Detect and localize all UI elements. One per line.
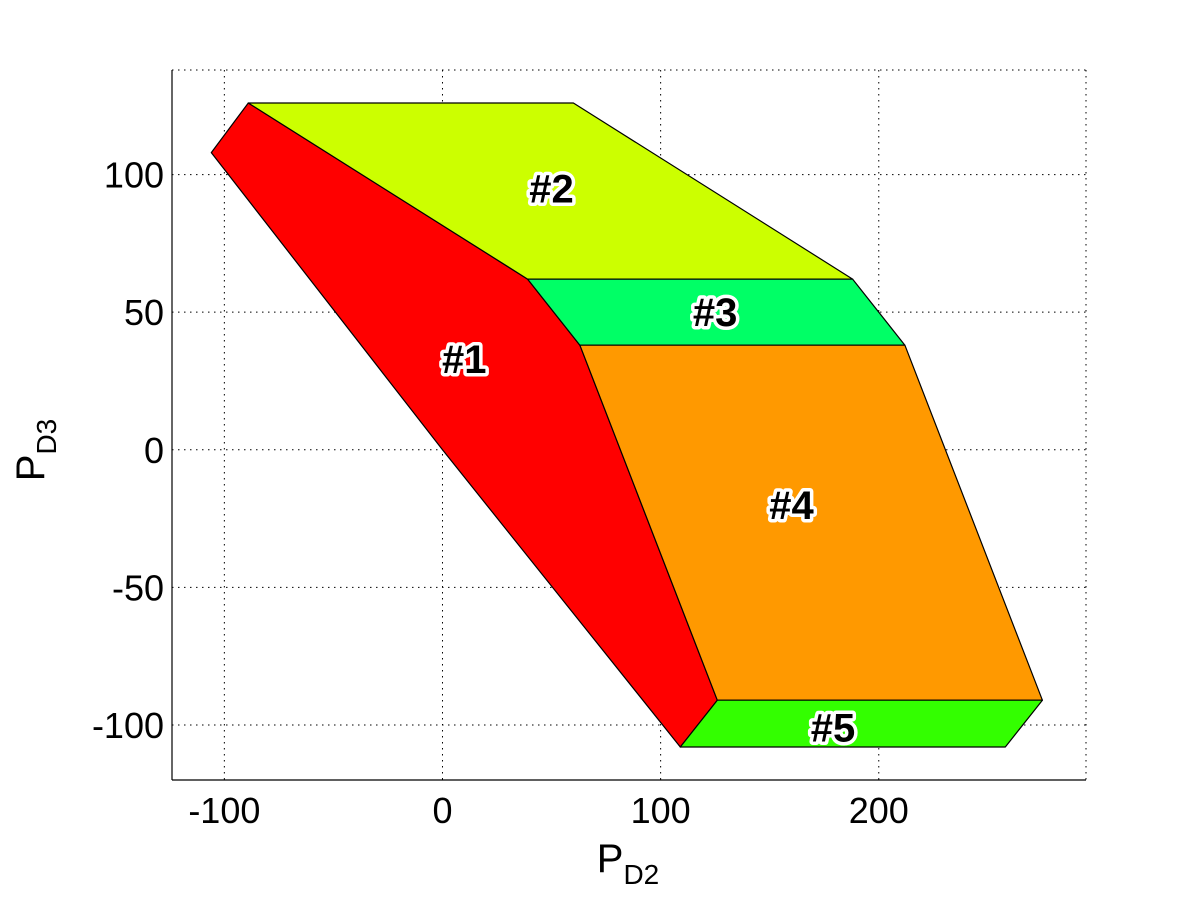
region-label-2: #2 <box>529 167 574 211</box>
y-tick-label: -50 <box>112 567 164 608</box>
region-5 <box>679 699 1044 748</box>
region-label-3: #3 <box>693 291 738 335</box>
x-axis-label: PD2 <box>597 837 659 890</box>
region-label-4: #4 <box>769 484 814 528</box>
region-labels: #1 #2 #3 #4 #5 <box>439 164 859 754</box>
region-label-5: #5 <box>811 707 856 751</box>
y-tick-label: 100 <box>104 155 164 196</box>
x-axis-label-main: P <box>597 837 624 881</box>
y-axis-label: PD3 <box>9 419 62 481</box>
y-tick-label: -100 <box>92 705 164 746</box>
regions <box>210 102 1044 748</box>
x-tick-label: 200 <box>849 790 909 831</box>
axes <box>171 70 1086 781</box>
tick-labels: -100 0 100 200 -100 -50 0 50 100 <box>92 155 909 831</box>
y-tick-label: 50 <box>124 292 164 333</box>
y-tick-label: 0 <box>144 430 164 471</box>
x-axis-label-sub: D2 <box>623 859 659 890</box>
y-axis-label-sub: D3 <box>31 419 62 455</box>
region-label-1: #1 <box>442 338 487 382</box>
y-axis-label-main: P <box>9 455 53 482</box>
x-tick-label: 100 <box>631 790 691 831</box>
x-tick-label: -100 <box>188 790 260 831</box>
x-tick-label: 0 <box>432 790 452 831</box>
